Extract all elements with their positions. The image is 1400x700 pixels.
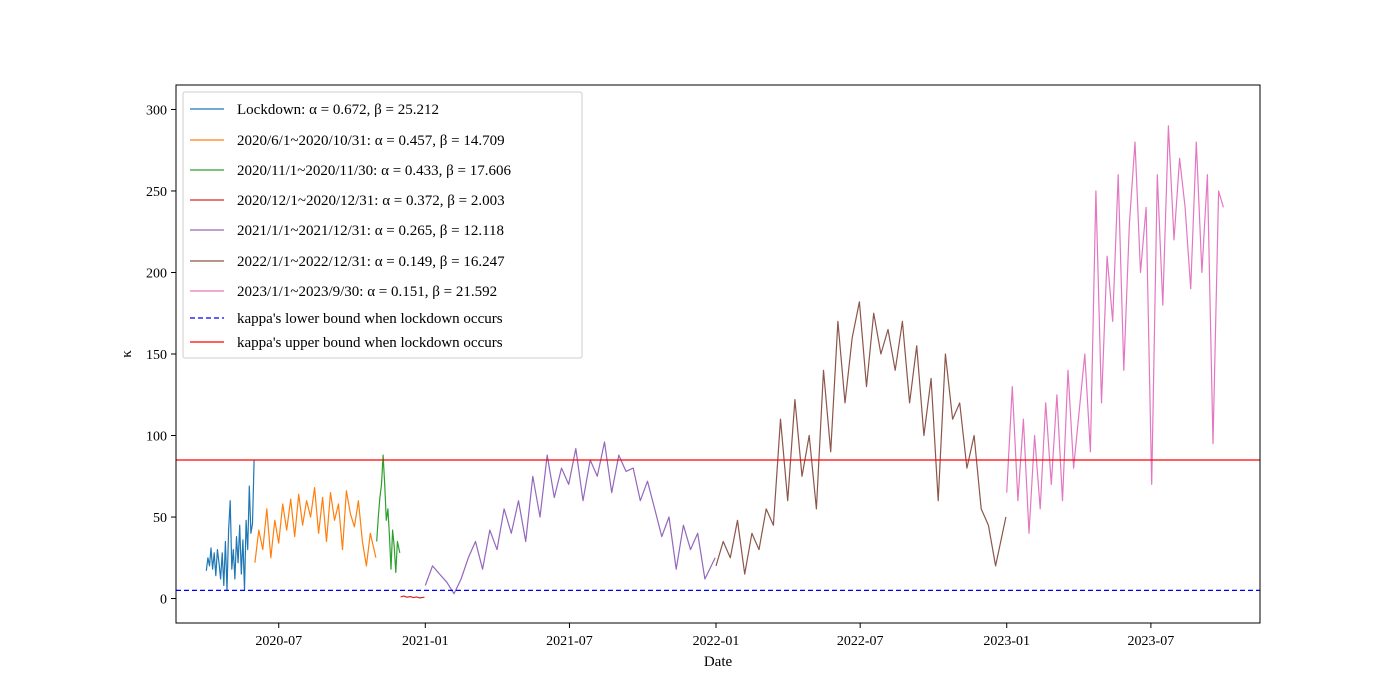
legend-label-7: kappa's lower bound when lockdown occurs <box>237 311 503 327</box>
y-tick-label: 200 <box>146 266 167 281</box>
x-axis: 2020-07 2021-01 2021-07 2022-01 2022-07 2023-… <box>255 623 1174 649</box>
x-tick-label: 2021-01 <box>402 634 449 649</box>
legend-label-2: 2020/11/1~2020/11/30: α = 0.433, β = 17.… <box>237 163 511 179</box>
series-line-1 <box>254 487 377 567</box>
legend-label-6: 2023/1/1~2023/9/30: α = 0.151, β = 21.59… <box>237 284 497 300</box>
y-tick-label: 100 <box>146 430 167 445</box>
x-tick-label: 2022-07 <box>837 634 884 649</box>
x-axis-title: Date <box>704 654 733 670</box>
x-tick-label: 2020-07 <box>255 634 302 649</box>
y-tick-label: 150 <box>146 348 167 363</box>
legend-label-5: 2022/1/1~2022/12/31: α = 0.149, β = 16.2… <box>237 254 505 270</box>
x-tick-label: 2021-07 <box>546 634 593 649</box>
series-line-3 <box>400 595 425 599</box>
x-tick-label: 2023-07 <box>1128 634 1175 649</box>
y-axis-title: κ <box>119 350 135 358</box>
series-line-2 <box>376 454 401 574</box>
legend: Lockdown: α = 0.672, β = 25.212 2020/6/1~… <box>182 91 583 359</box>
y-tick-label: 50 <box>153 511 167 526</box>
series-line-4 <box>424 441 716 595</box>
plot-area <box>176 125 1260 599</box>
legend-label-0: Lockdown: α = 0.672, β = 25.212 <box>237 102 439 118</box>
series-line-5 <box>715 301 1007 575</box>
legend-label-1: 2020/6/1~2020/10/31: α = 0.457, β = 14.7… <box>237 133 505 149</box>
y-tick-label: 250 <box>146 185 167 200</box>
legend-box <box>182 91 583 359</box>
x-tick-label: 2023-01 <box>983 634 1030 649</box>
y-tick-label: 300 <box>146 103 167 118</box>
legend-label-8: kappa's upper bound when lockdown occurs <box>237 335 503 351</box>
x-tick-label: 2022-01 <box>693 634 740 649</box>
legend-label-3: 2020/12/1~2020/12/31: α = 0.372, β = 2.0… <box>237 193 505 209</box>
series-line-0 <box>205 459 255 592</box>
y-tick-label: 0 <box>160 593 167 608</box>
y-axis: 0 50 100 150 200 250 300 <box>146 103 176 608</box>
legend-label-4: 2021/1/1~2021/12/31: α = 0.265, β = 12.1… <box>237 223 504 239</box>
series-line-6 <box>1006 125 1224 534</box>
